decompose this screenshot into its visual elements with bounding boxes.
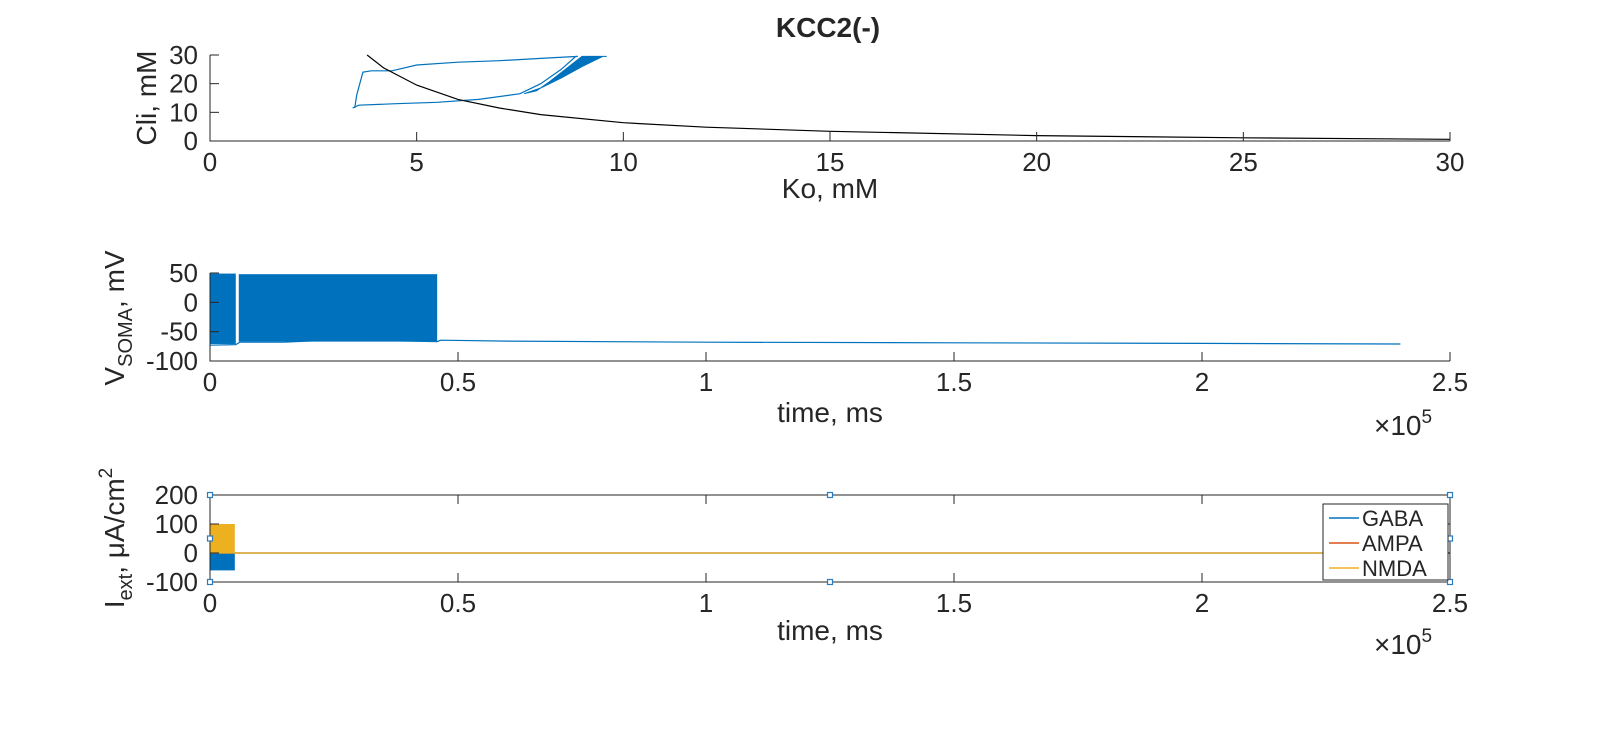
y-tick-label: 20 xyxy=(169,69,198,99)
panel3-ylabel-mid: , μA/cm xyxy=(99,478,130,573)
y-tick-label: -100 xyxy=(146,567,198,597)
legend-label-gaba: GABA xyxy=(1362,506,1423,531)
y-tick-label: -100 xyxy=(146,346,198,376)
selection-handle[interactable] xyxy=(206,578,214,586)
panel3-ylabel-main: I xyxy=(99,600,130,608)
selection-handle[interactable] xyxy=(206,491,214,499)
x-tick-label: 0 xyxy=(203,367,217,397)
y-tick-label: 200 xyxy=(155,480,198,510)
x-tick-label: 1.5 xyxy=(936,588,972,618)
y-tick-label: 10 xyxy=(169,97,198,127)
panel2-exponent: ×105 xyxy=(1374,407,1432,441)
x-tick-label: 15 xyxy=(816,147,845,177)
panel1-marks xyxy=(352,54,1451,140)
panel2-ylabel-main: V xyxy=(99,367,130,386)
y-tick-label: 0 xyxy=(184,287,198,317)
panel2-ylabel: VSOMA, mV xyxy=(99,250,137,385)
panel3-xlabel: time, ms xyxy=(777,615,883,646)
x-tick-label: 0.5 xyxy=(440,588,476,618)
x-tick-label: 10 xyxy=(609,147,638,177)
x-tick-label: 0 xyxy=(203,147,217,177)
panel2-xlabel: time, ms xyxy=(777,397,883,428)
legend-label-nmda: NMDA xyxy=(1362,556,1427,581)
x-tick-label: 2 xyxy=(1195,367,1209,397)
selection-handle[interactable] xyxy=(826,491,834,499)
trajectory-band xyxy=(523,55,607,95)
y-tick-label: 100 xyxy=(155,509,198,539)
y-tick-label: 0 xyxy=(184,126,198,156)
x-tick-label: 25 xyxy=(1229,147,1258,177)
x-tick-label: 30 xyxy=(1436,147,1465,177)
x-tick-label: 1 xyxy=(699,588,713,618)
y-tick-label: -50 xyxy=(160,317,198,347)
burst-gaba xyxy=(210,553,235,571)
x-tick-label: 2.5 xyxy=(1432,588,1468,618)
panel3-selection-handles[interactable] xyxy=(206,491,1454,586)
panel1-xlabel: Ko, mM xyxy=(782,173,878,204)
x-tick-label: 0.5 xyxy=(440,367,476,397)
spike-band-0 xyxy=(210,273,236,344)
x-tick-label: 20 xyxy=(1022,147,1051,177)
x-tick-label: 0 xyxy=(203,588,217,618)
series-line-2 xyxy=(366,54,1451,140)
burst-nmda xyxy=(210,524,235,553)
x-tick-label: 2.5 xyxy=(1432,367,1468,397)
panel3-exponent-base: ×10 xyxy=(1374,629,1422,660)
panel3-marks xyxy=(210,524,1450,571)
spike-band-1 xyxy=(238,274,438,342)
panel2-ylabel-sub: SOMA xyxy=(115,307,137,367)
selection-handle[interactable] xyxy=(1446,578,1454,586)
panel2-exponent-power: 5 xyxy=(1422,407,1433,428)
selection-handle[interactable] xyxy=(1446,491,1454,499)
x-tick-label: 2 xyxy=(1195,588,1209,618)
legend-label-ampa: AMPA xyxy=(1362,531,1423,556)
panel3-exponent-power: 5 xyxy=(1422,626,1433,647)
panel3-ylabel-sub: ext xyxy=(115,573,137,600)
panel3-ylabel: Iext, μA/cm2 xyxy=(96,468,137,609)
panel2-marks xyxy=(209,273,1401,346)
x-tick-label: 5 xyxy=(409,147,423,177)
selection-handle[interactable] xyxy=(206,535,214,542)
y-tick-label: 30 xyxy=(169,40,198,70)
series-line-0 xyxy=(352,55,578,109)
figure-title: KCC2(-) xyxy=(776,12,880,43)
y-tick-label: 0 xyxy=(184,538,198,568)
panel1-ylabel: Cli, mM xyxy=(131,51,162,146)
x-tick-label: 1.5 xyxy=(936,367,972,397)
series-line-0 xyxy=(209,339,1401,346)
y-tick-label: 50 xyxy=(169,258,198,288)
panel2-ylabel-tail: , mV xyxy=(99,250,130,308)
panel3-exponent: ×105 xyxy=(1374,626,1432,660)
panel3-ylabel-sup: 2 xyxy=(96,468,117,479)
selection-handle[interactable] xyxy=(826,578,834,586)
panel2-exponent-base: ×10 xyxy=(1374,410,1422,441)
x-tick-label: 1 xyxy=(699,367,713,397)
